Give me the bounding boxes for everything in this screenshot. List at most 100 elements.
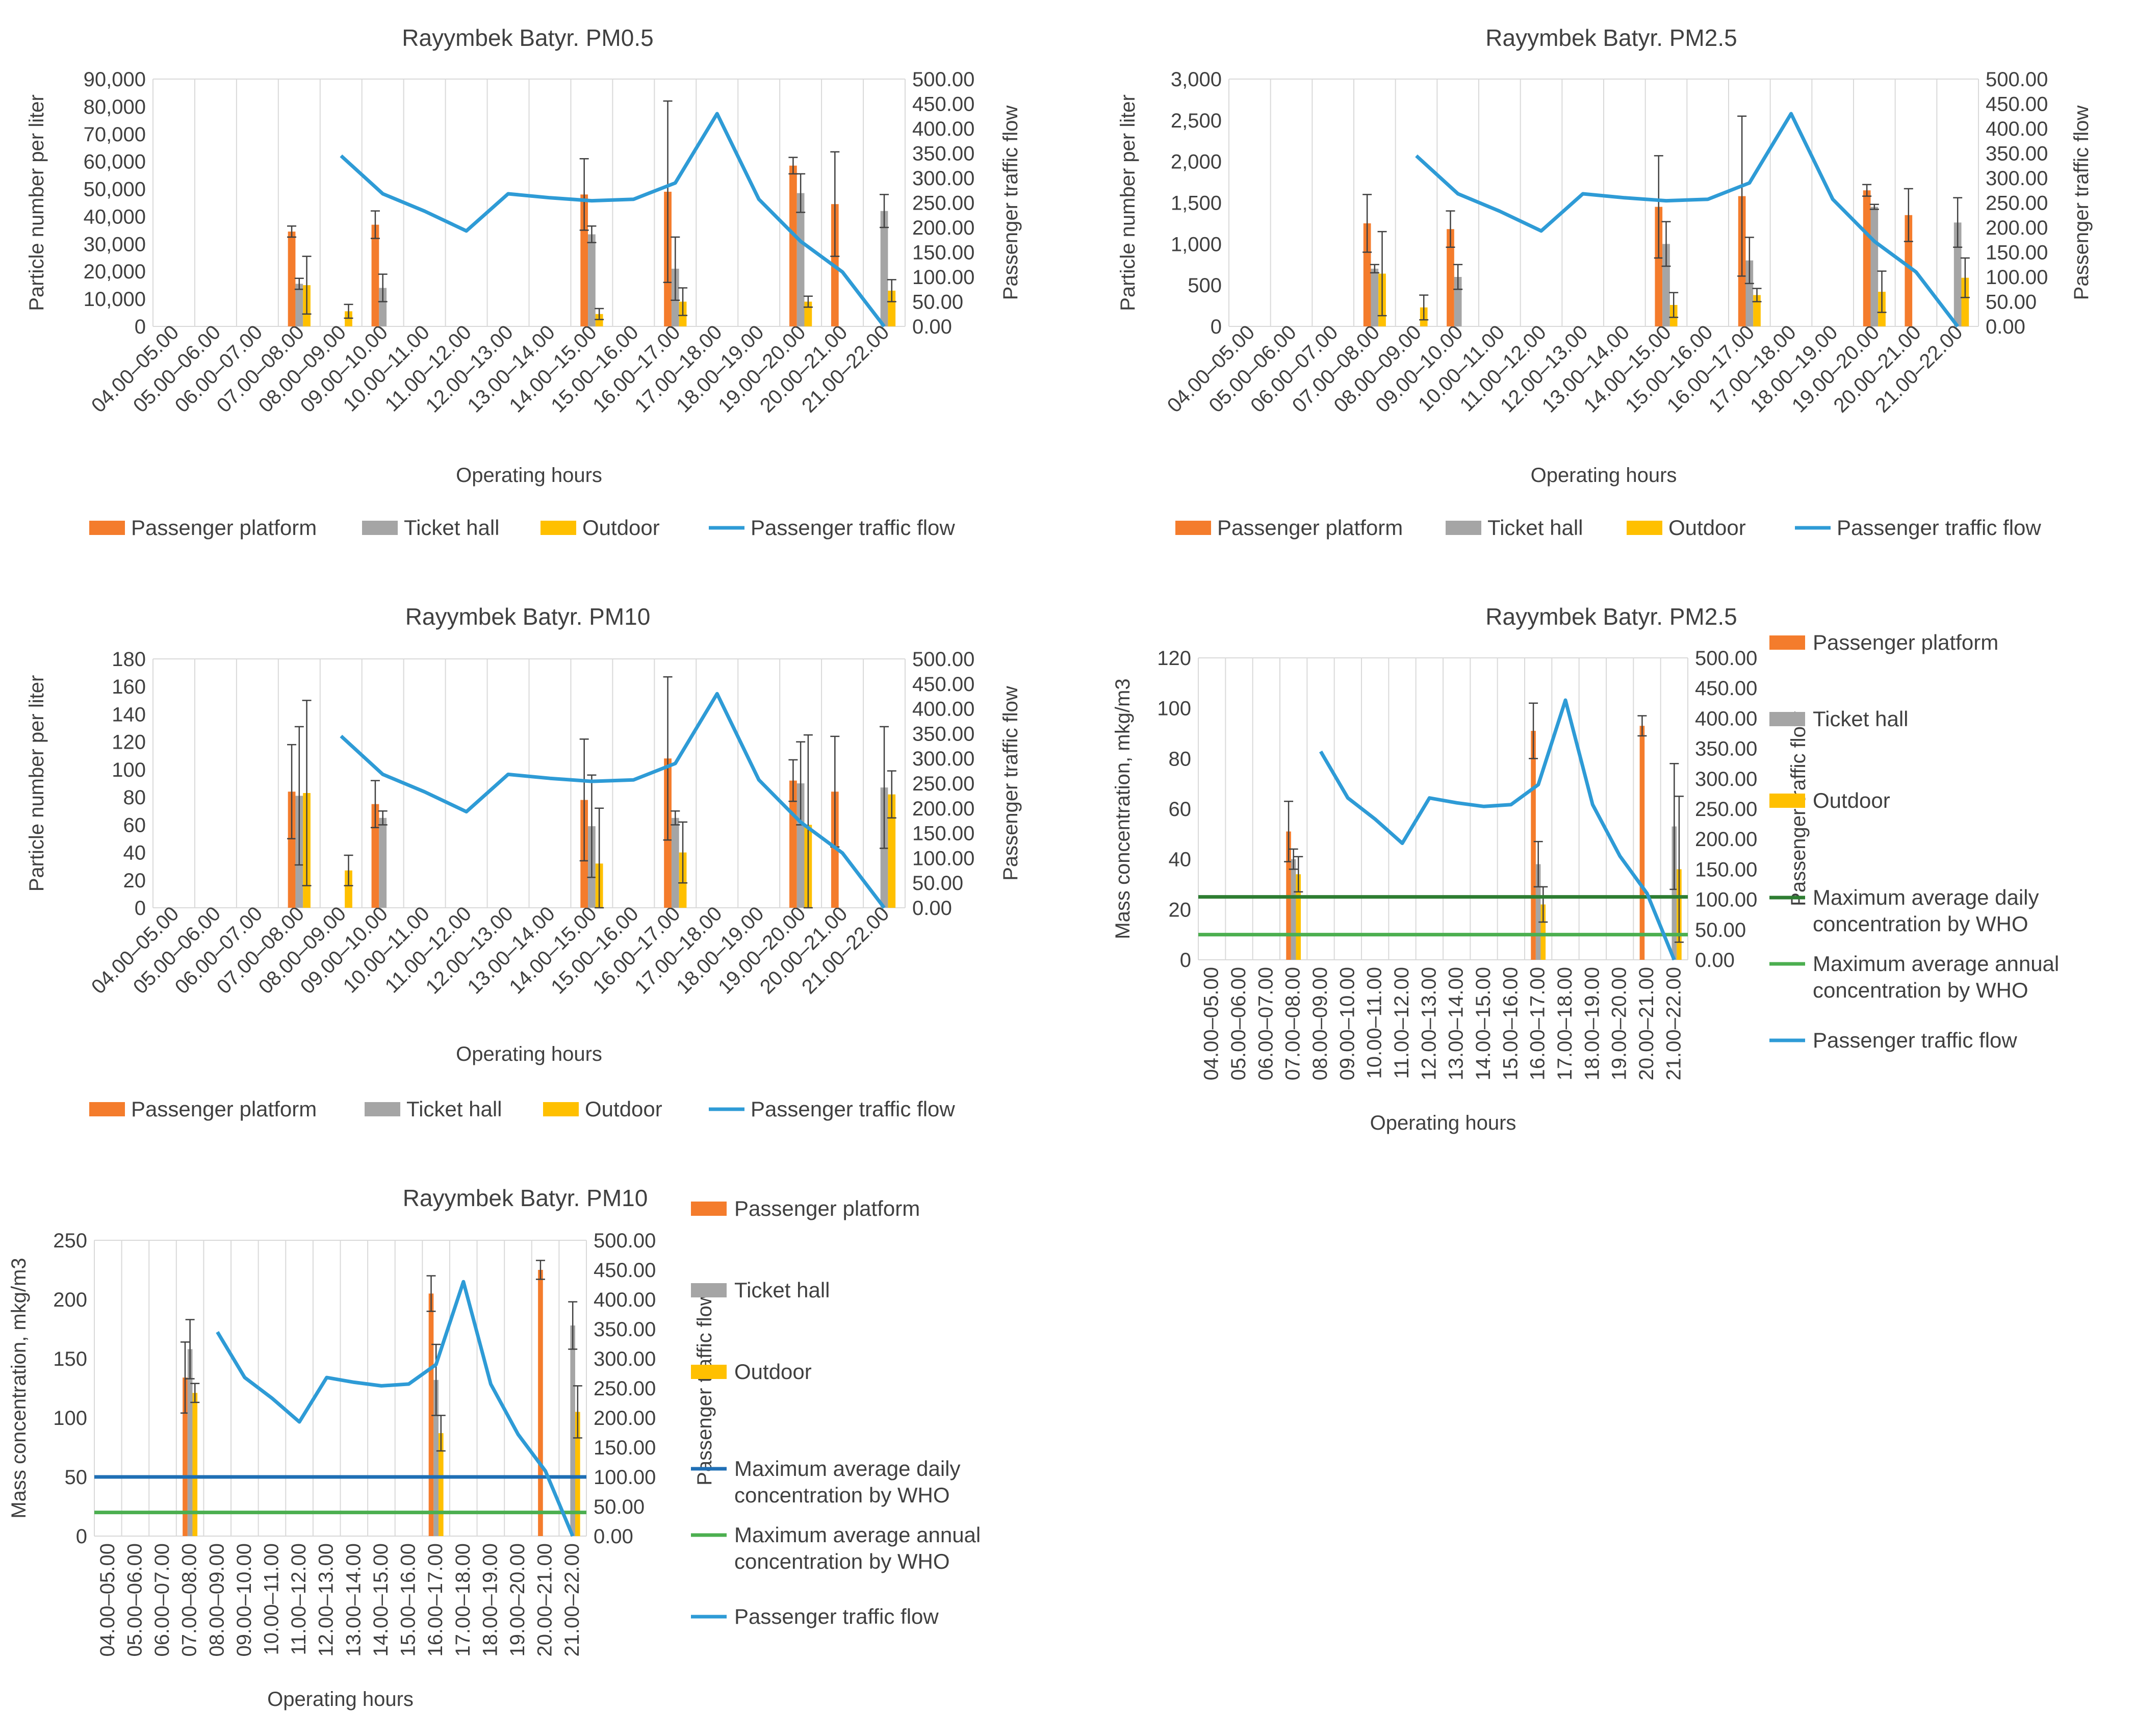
y-tick-label: 2,500 xyxy=(1171,110,1222,132)
y-tick-label: 60 xyxy=(1169,798,1192,821)
bar-platform xyxy=(183,1377,188,1536)
y-axis-title: Mass concentration, mkg/m3 xyxy=(1112,678,1134,939)
bar-outdoor xyxy=(1296,874,1301,960)
x-tick-label: 06.00–07.00 xyxy=(151,1543,173,1656)
x-tick-label: 19.00–20.00 xyxy=(506,1543,529,1656)
x-tick-label: 10.00–11.00 xyxy=(260,1543,282,1655)
y-tick-label: 120 xyxy=(112,731,146,754)
y2-tick-label: 0.00 xyxy=(912,316,952,338)
legend-label: Maximum average annual concentration by W… xyxy=(1813,952,2059,1002)
y2-axis-title: Passenger traffic flow xyxy=(693,1291,716,1486)
legend-swatch xyxy=(365,1102,400,1116)
legend-label: Ticket hall xyxy=(734,1278,830,1302)
chart-title: Rayymbek Batyr. PM2.5 xyxy=(1485,24,1737,51)
x-tick-label: 17.00–18.00 xyxy=(1554,967,1576,1080)
y2-tick-label: 500.00 xyxy=(1986,68,2048,91)
y2-tick-label: 400.00 xyxy=(912,698,974,721)
y-tick-label: 0 xyxy=(135,316,146,338)
y-tick-label: 150 xyxy=(53,1348,87,1370)
y-tick-label: 200 xyxy=(53,1289,87,1311)
x-axis-title: Operating hours xyxy=(1531,464,1677,487)
legend-label: Passenger platform xyxy=(131,516,317,540)
bar-platform xyxy=(1639,726,1645,960)
x-axis-title: Operating hours xyxy=(1370,1112,1516,1134)
bar-platform xyxy=(288,232,296,326)
y2-tick-label: 300.00 xyxy=(1695,768,1757,790)
x-tick-label: 08.00–09.00 xyxy=(205,1543,228,1656)
y-axis-title: Particle number per liter xyxy=(25,675,48,892)
legend-label: Outdoor xyxy=(1813,788,1890,812)
y2-tick-label: 200.00 xyxy=(1986,217,2048,239)
x-tick-label: 16.00–17.00 xyxy=(1527,967,1549,1080)
x-tick-label: 13.00–14.00 xyxy=(342,1543,365,1656)
traffic-flow-line xyxy=(216,1280,575,1537)
y-tick-label: 3,000 xyxy=(1171,68,1222,91)
legend-swatch xyxy=(691,1365,727,1379)
bar-ticket xyxy=(1745,260,1754,326)
x-tick-label: 15.00–16.00 xyxy=(1499,967,1522,1080)
legend-swatch xyxy=(543,1102,579,1116)
y2-tick-label: 500.00 xyxy=(594,1230,656,1252)
legend-label: Maximum average daily concentration by WH… xyxy=(734,1457,961,1507)
y-tick-label: 160 xyxy=(112,676,146,698)
y2-tick-label: 450.00 xyxy=(594,1259,656,1282)
y-tick-label: 100 xyxy=(1157,698,1191,720)
y2-tick-label: 50.00 xyxy=(1695,919,1746,941)
y2-tick-label: 350.00 xyxy=(912,723,974,745)
x-tick-label: 09.00–10.00 xyxy=(1336,967,1358,1080)
legend: Passenger platform Ticket hall Outdoor Pass… xyxy=(1175,516,2041,540)
chart-pm25n: Rayymbek Batyr. PM2.5 0 500 1,000 1,500 2,000… xyxy=(1117,24,2093,540)
bar-outdoor xyxy=(804,301,812,326)
x-tick-label: 10.00–11.00 xyxy=(1364,967,1386,1079)
legend-swatch xyxy=(691,1283,727,1297)
legend-label: Ticket hall xyxy=(1487,516,1583,540)
y-tick-label: 30,000 xyxy=(84,233,146,256)
bar-ticket xyxy=(796,783,805,908)
bar-ticket xyxy=(1535,864,1541,960)
x-tick-label: 21.00–22.00 xyxy=(561,1543,583,1656)
chart-title: Rayymbek Batyr. PM10 xyxy=(403,1185,648,1211)
legend-label: Outdoor xyxy=(734,1360,812,1384)
y-tick-label: 70,000 xyxy=(84,123,146,146)
y2-tick-label: 150.00 xyxy=(912,242,974,264)
y2-tick-label: 250.00 xyxy=(912,773,974,795)
legend-label: Ticket hall xyxy=(406,1097,502,1121)
bar-platform xyxy=(371,804,379,908)
bar-outdoor xyxy=(438,1433,444,1536)
y2-tick-label: 100.00 xyxy=(912,266,974,289)
y-tick-label: 60,000 xyxy=(84,151,146,173)
legend-label: Outdoor xyxy=(1668,516,1746,540)
y-axis-title: Particle number per liter xyxy=(25,94,48,311)
bar-ticket xyxy=(880,211,888,326)
bar-outdoor xyxy=(192,1393,198,1536)
y2-tick-label: 400.00 xyxy=(1695,707,1757,730)
traffic-flow-line xyxy=(340,112,886,328)
x-axis-title: Operating hours xyxy=(267,1688,414,1711)
legend-label: Ticket hall xyxy=(1813,707,1909,731)
x-tick-label: 07.00–08.00 xyxy=(1282,967,1304,1080)
x-tick-label: 18.00–19.00 xyxy=(479,1543,501,1656)
y2-tick-label: 300.00 xyxy=(912,748,974,770)
traffic-flow-line xyxy=(1319,698,1676,961)
y2-tick-label: 450.00 xyxy=(912,673,974,696)
bar-platform xyxy=(371,224,379,326)
y2-tick-label: 200.00 xyxy=(594,1407,656,1429)
legend-swatch xyxy=(1769,712,1805,726)
bar-outdoor xyxy=(1540,904,1546,960)
y2-tick-label: 50.00 xyxy=(912,872,963,895)
bar-platform xyxy=(789,165,797,326)
x-tick-label: 04.00–05.00 xyxy=(1200,967,1223,1080)
legend-label: Passenger traffic flow xyxy=(1813,1028,2017,1052)
y-tick-label: 10,000 xyxy=(84,288,146,311)
y-tick-label: 20 xyxy=(1169,899,1192,921)
y2-tick-label: 0.00 xyxy=(1986,316,2025,338)
traffic-flow-line xyxy=(1415,112,1959,328)
y2-axis-title: Passenger traffic flow xyxy=(2070,106,2093,300)
bar-platform xyxy=(1447,229,1454,326)
legend-label: Maximum average annual concentration by W… xyxy=(734,1523,981,1573)
y2-tick-label: 0.00 xyxy=(1695,949,1735,972)
chart-pm05: Rayymbek Batyr. PM0.5 0 10,000 20,000 30,000… xyxy=(25,24,1022,540)
bar-platform xyxy=(1531,731,1536,960)
y2-tick-label: 250.00 xyxy=(1986,192,2048,215)
